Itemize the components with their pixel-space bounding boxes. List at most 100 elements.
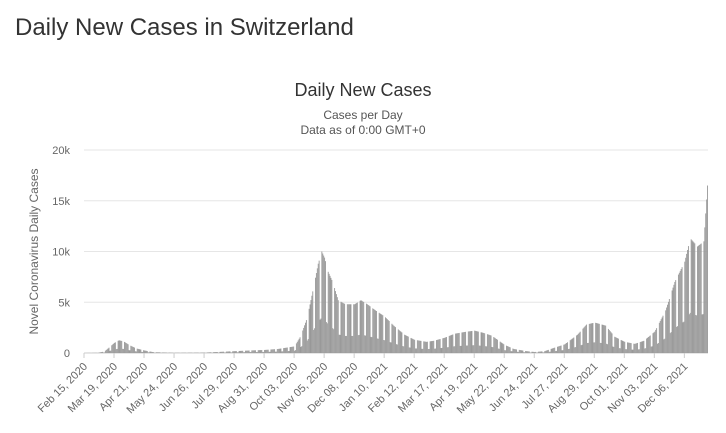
data-bar [232, 351, 234, 353]
data-bar [278, 348, 280, 353]
data-bar [420, 340, 422, 353]
data-bar [301, 346, 303, 353]
data-bar [497, 348, 499, 353]
data-bar [552, 348, 554, 353]
data-bar [105, 349, 107, 353]
data-bar [341, 302, 343, 353]
data-bar [381, 314, 383, 353]
data-bar [394, 326, 396, 353]
data-bar [513, 348, 515, 353]
data-bar [661, 317, 663, 353]
data-bar [597, 323, 599, 353]
data-bar [242, 350, 244, 353]
data-bar [411, 338, 413, 353]
data-bar [671, 290, 673, 353]
data-bar [100, 352, 102, 353]
data-bar [342, 302, 344, 353]
data-bar [510, 351, 512, 353]
data-bar [144, 350, 145, 353]
data-bar [604, 325, 606, 353]
data-bar [633, 343, 635, 353]
data-bar [132, 346, 134, 353]
data-bar [426, 341, 427, 353]
data-bar [597, 323, 598, 353]
data-bar [114, 342, 116, 353]
data-bar [398, 330, 400, 353]
data-bar [238, 350, 240, 353]
data-bar [557, 346, 559, 353]
data-bar [275, 351, 277, 353]
data-bar [625, 349, 627, 353]
data-bar [531, 351, 533, 353]
data-bar [668, 299, 670, 353]
data-bar [385, 318, 387, 353]
data-bar [306, 340, 308, 353]
data-bar [246, 350, 248, 353]
y-tick-label: 5k [58, 297, 70, 309]
data-bar [654, 331, 656, 353]
data-bar [541, 351, 543, 353]
data-bar [448, 335, 450, 353]
data-bar [631, 349, 633, 353]
data-bar [442, 338, 444, 353]
data-bar [248, 350, 250, 353]
data-bar [637, 342, 638, 353]
data-bar [564, 344, 566, 353]
data-bar [446, 337, 447, 353]
data-bar [558, 346, 560, 353]
data-bar [445, 337, 447, 353]
data-bar [492, 347, 494, 353]
data-bar [257, 350, 259, 353]
data-bar [395, 327, 396, 353]
data-bar [359, 300, 361, 353]
data-bar [377, 338, 379, 353]
data-bar [485, 346, 487, 353]
data-bar [697, 246, 698, 353]
data-bar [275, 351, 276, 353]
data-bar [629, 342, 631, 353]
data-bar [620, 339, 622, 353]
data-bar [393, 325, 395, 353]
data-bar [585, 325, 587, 353]
data-bar [678, 272, 680, 353]
data-bar [459, 345, 461, 353]
data-bar [396, 344, 398, 353]
chart-svg: 0 5k 10k 15k 20k Novel Coronavirus Daily Case… [27, 145, 708, 416]
data-bar [292, 346, 294, 353]
data-bar [352, 335, 354, 353]
data-bar [135, 351, 137, 353]
data-bar [389, 342, 391, 353]
data-bar [141, 351, 143, 353]
data-bar [525, 351, 527, 353]
data-bar [123, 348, 125, 353]
data-bar [157, 352, 159, 353]
data-bar [404, 334, 406, 353]
data-bar [315, 273, 317, 353]
data-bar [252, 350, 254, 353]
data-bar [320, 318, 322, 353]
data-bar [662, 315, 664, 353]
data-bar [317, 263, 319, 353]
data-bar [677, 326, 678, 353]
data-bar [231, 352, 233, 353]
data-bar [426, 341, 428, 353]
data-bar [363, 301, 365, 353]
data-bar [499, 341, 501, 353]
data-bar [537, 351, 539, 353]
data-bar [294, 350, 296, 353]
data-bar [129, 350, 131, 353]
data-bar [163, 352, 165, 353]
data-bar [412, 338, 414, 353]
data-bar [608, 330, 610, 353]
data-bar [334, 288, 336, 353]
data-bar [522, 350, 524, 353]
data-bar [259, 350, 261, 353]
data-bar [131, 346, 133, 353]
data-bar [397, 329, 399, 353]
data-bar [586, 324, 588, 353]
data-bar [452, 334, 454, 353]
data-bar [538, 351, 540, 353]
data-bar [632, 349, 634, 353]
data-bar [143, 350, 145, 353]
data-bar [591, 323, 593, 353]
